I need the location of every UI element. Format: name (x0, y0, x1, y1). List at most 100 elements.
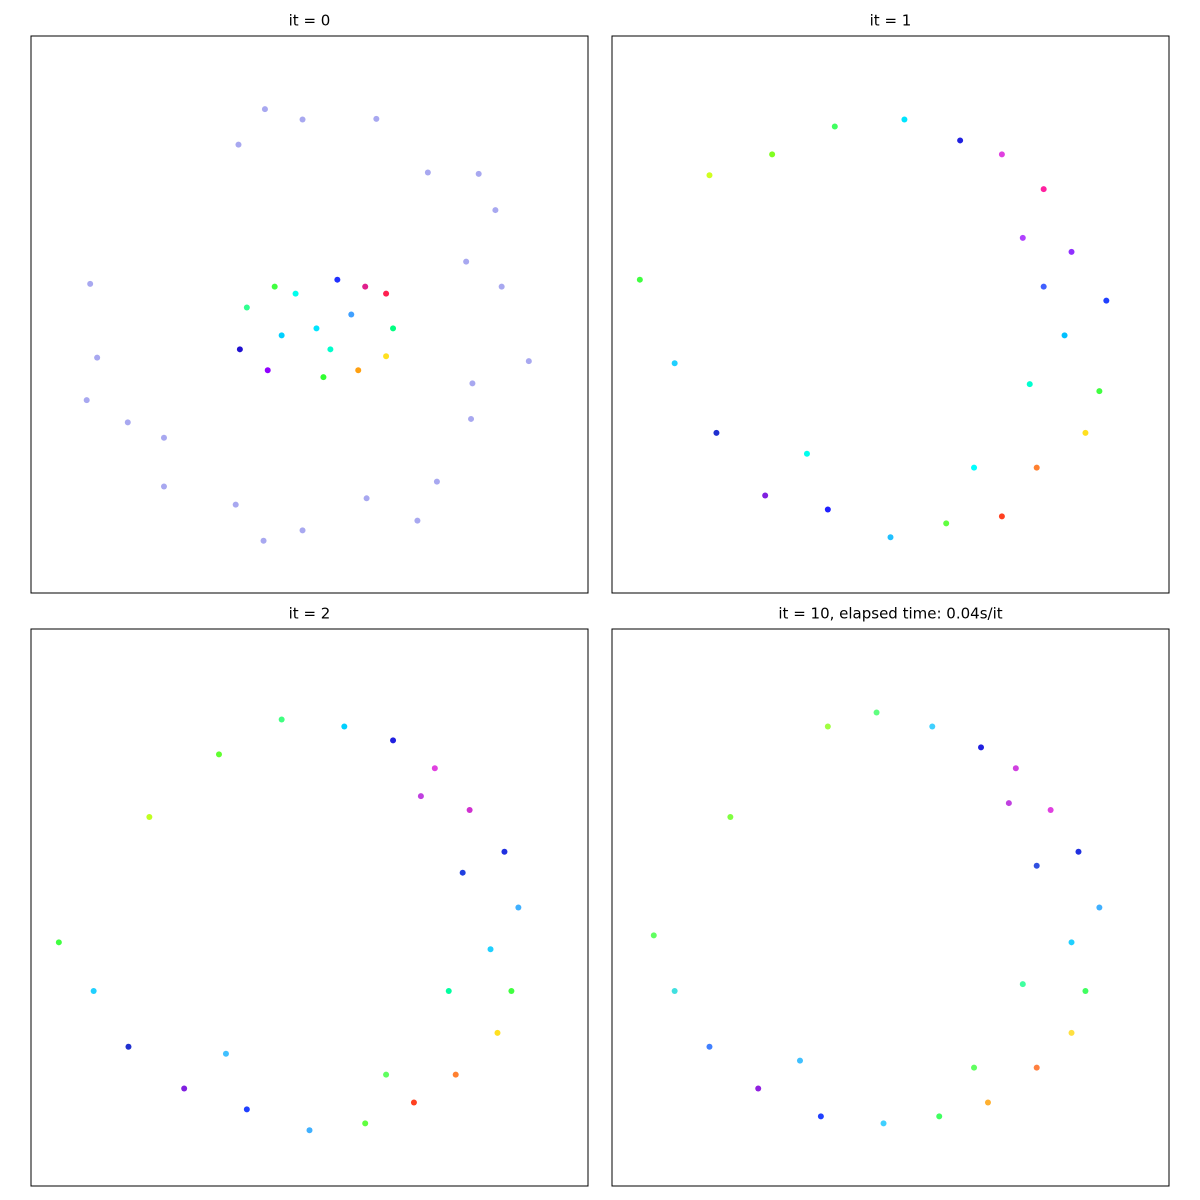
point (466, 807, 473, 814)
point (383, 290, 390, 297)
point (431, 765, 438, 772)
point (880, 1120, 887, 1127)
point (1019, 234, 1026, 241)
point (299, 527, 306, 534)
point (334, 276, 341, 283)
point (348, 311, 355, 318)
point (414, 517, 421, 524)
point (508, 988, 515, 995)
point (494, 1029, 501, 1036)
point (264, 367, 271, 374)
point (260, 537, 267, 544)
point (1082, 429, 1089, 436)
point (817, 1113, 824, 1120)
point (1033, 464, 1040, 471)
point (278, 716, 285, 723)
point (1019, 981, 1026, 988)
point (433, 478, 440, 485)
point (232, 501, 239, 508)
point (971, 1064, 978, 1071)
point (87, 280, 94, 287)
point (1068, 248, 1075, 255)
point (769, 151, 776, 158)
axes-frame (30, 628, 589, 1187)
point (1040, 186, 1047, 193)
point (181, 1085, 188, 1092)
point (424, 169, 431, 176)
point (243, 304, 250, 311)
point (755, 1085, 762, 1092)
point (215, 751, 222, 758)
point (160, 483, 167, 490)
point (373, 115, 380, 122)
point (998, 513, 1005, 520)
point (998, 151, 1005, 158)
point (299, 116, 306, 123)
point (636, 276, 643, 283)
point (146, 813, 153, 820)
point (671, 360, 678, 367)
point (417, 793, 424, 800)
point (1068, 939, 1075, 946)
point (887, 534, 894, 541)
point (271, 283, 278, 290)
axes-frame (611, 628, 1170, 1187)
subplot-title: it = 0 (289, 12, 331, 30)
point (984, 1099, 991, 1106)
point (713, 429, 720, 436)
point (292, 290, 299, 297)
subplot-title: it = 10, elapsed time: 0.04s/it (778, 605, 1002, 623)
axes-frame (30, 35, 589, 594)
point (1103, 297, 1110, 304)
point (831, 123, 838, 130)
point (1047, 807, 1054, 814)
subplot-title: it = 2 (289, 605, 331, 623)
point (124, 419, 131, 426)
point (235, 141, 242, 148)
point (487, 946, 494, 953)
point (468, 415, 475, 422)
point (501, 848, 508, 855)
point (313, 325, 320, 332)
point (459, 869, 466, 876)
point (383, 353, 390, 360)
point (320, 374, 327, 381)
point (390, 325, 397, 332)
point (824, 506, 831, 513)
point (1005, 800, 1012, 807)
point (706, 172, 713, 179)
point (1026, 381, 1033, 388)
subplot-title: it = 1 (870, 12, 912, 30)
point (943, 520, 950, 527)
point (445, 988, 452, 995)
point (1068, 1029, 1075, 1036)
point (1061, 332, 1068, 339)
point (929, 723, 936, 730)
point (383, 1071, 390, 1078)
point (873, 709, 880, 716)
point (222, 1050, 229, 1057)
point (452, 1071, 459, 1078)
point (243, 1106, 250, 1113)
point (341, 723, 348, 730)
point (90, 988, 97, 995)
point (1075, 848, 1082, 855)
point (94, 354, 101, 361)
point (1040, 283, 1047, 290)
point (492, 207, 499, 214)
axes-frame (611, 35, 1170, 594)
point (362, 1120, 369, 1127)
point (936, 1113, 943, 1120)
point (671, 988, 678, 995)
point (363, 495, 370, 502)
point (978, 744, 985, 751)
point (236, 346, 243, 353)
point (727, 813, 734, 820)
point (355, 367, 362, 374)
point (278, 332, 285, 339)
point (410, 1099, 417, 1106)
point (525, 358, 532, 365)
point (957, 137, 964, 144)
